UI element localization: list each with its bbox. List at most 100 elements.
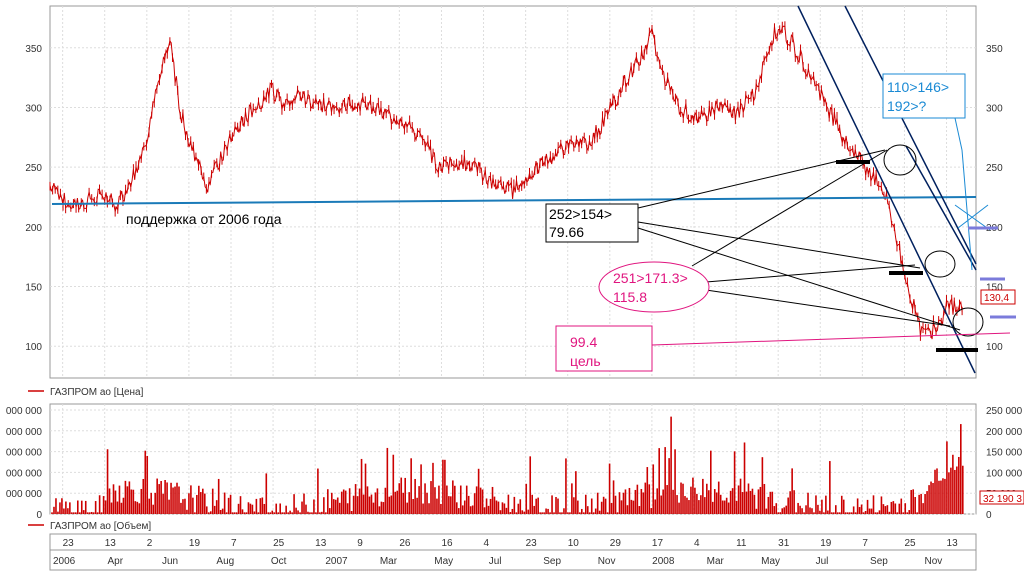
x-tick-day: 25	[273, 538, 285, 549]
volume-tick-left: 000 000	[6, 427, 43, 438]
volume-tick-left: 000 000	[6, 489, 43, 500]
x-tick-day: 25	[904, 538, 916, 549]
last-volume-label: 32 190 3	[983, 494, 1022, 505]
x-tick-day: 19	[189, 538, 201, 549]
x-tick-day: 10	[568, 538, 580, 549]
x-axis-band	[49, 533, 977, 571]
target-box-blue-line2: 192>?	[887, 98, 927, 114]
grid	[50, 6, 976, 515]
support-label: поддержка от 2006 года	[126, 211, 282, 227]
volume-tick-left: 000 000	[6, 406, 43, 417]
last-price-label: 130,4	[984, 293, 1009, 304]
x-tick-month: Sep	[870, 556, 888, 567]
price-axis-left: 100 150 200 250 300 350	[25, 44, 42, 353]
x-tick-month: Sep	[543, 556, 561, 567]
target-box-black	[545, 203, 639, 243]
price-tick-left: 350	[25, 44, 42, 55]
support-line	[51, 196, 977, 205]
price-tick-left: 250	[25, 163, 42, 174]
target-box-magenta-line1: 99.4	[570, 334, 597, 350]
x-tick-month: 2006	[53, 556, 76, 567]
price-tick-left: 300	[25, 103, 42, 114]
volume-tick-left: 0	[36, 510, 42, 521]
volume-tick-right: 150 000	[986, 448, 1023, 459]
x-tick-month: Jul	[816, 556, 829, 567]
x-tick-day: 17	[652, 538, 664, 549]
x-tick-day: 4	[694, 538, 700, 549]
price-bars	[49, 21, 963, 341]
x-tick-day: 7	[231, 538, 237, 549]
price-tick-right: 250	[986, 163, 1003, 174]
last-volume-box	[979, 490, 1024, 505]
price-tick-left: 150	[25, 283, 42, 294]
x-tick-day: 2	[147, 538, 153, 549]
x-tick-day: 31	[778, 538, 790, 549]
last-price-box	[980, 289, 1016, 305]
circle-marker-3	[952, 307, 984, 337]
x-tick-day: 4	[484, 538, 490, 549]
price-legend-label: ГАЗПРОМ ао [Цена]	[50, 387, 144, 398]
volume-bars	[51, 416, 964, 514]
x-tick-day: 16	[441, 538, 453, 549]
target-ellipse-magenta	[598, 261, 710, 313]
target-ellipse-magenta-line1: 251>171.3>	[613, 270, 688, 286]
target-box-blue-line1: 110>146>	[887, 79, 949, 95]
target-box-black-line1: 252>154>	[549, 206, 612, 222]
x-tick-month: Aug	[216, 556, 234, 567]
black-pointer-lines	[637, 149, 961, 331]
x-tick-day: 23	[526, 538, 538, 549]
circle-marker-2	[924, 250, 956, 278]
target-box-blue	[882, 73, 966, 119]
volume-legend-label: ГАЗПРОМ ао [Объем]	[50, 520, 151, 532]
x-tick-month: Oct	[271, 556, 287, 567]
x-tick-month: Mar	[707, 556, 725, 567]
x-tick-month: May	[761, 556, 780, 567]
x-tick-day: 13	[315, 538, 327, 549]
target-box-black-line2: 79.66	[549, 224, 584, 240]
x-tick-day: 26	[399, 538, 411, 549]
x-tick-day: 19	[820, 538, 832, 549]
circle-marker-1	[883, 144, 917, 176]
x-tick-day: 11	[736, 538, 747, 549]
x-tick-day: 23	[63, 538, 75, 549]
volume-axis-left: 0 000 000 000 000 000 000 000 000 000 000	[6, 406, 43, 521]
volume-tick-right: 0	[986, 510, 992, 521]
trend-line-3	[905, 145, 977, 271]
x-tick-day: 9	[357, 538, 363, 549]
x-tick-month: 2007	[325, 556, 348, 567]
x-tick-day: 13	[105, 538, 117, 549]
volume-tick-right: 100 000	[986, 468, 1023, 479]
price-tick-right: 100	[986, 342, 1003, 353]
x-tick-month: Apr	[107, 556, 123, 567]
x-tick-month: Nov	[925, 556, 943, 567]
x-axis-days: 23 13 2 19 7 25 13 9 26 16 4 23 10 29 17 4 11 31 19 7 25 13	[63, 538, 958, 549]
trend-line-1	[797, 5, 976, 374]
target-box-magenta-line2: цель	[570, 353, 601, 369]
x-tick-day: 29	[610, 538, 622, 549]
price-tick-left: 100	[25, 342, 42, 353]
price-tick-right: 300	[986, 103, 1003, 114]
magenta-target-line	[651, 332, 1011, 346]
x-tick-month: Jul	[489, 556, 502, 567]
volume-tick-left: 000 000	[6, 468, 43, 479]
price-tick-right: 150	[986, 283, 1003, 294]
x-tick-month: May	[434, 556, 453, 567]
price-tick-right: 350	[986, 44, 1003, 55]
x-tick-month: Mar	[380, 556, 398, 567]
volume-tick-right: 200 000	[986, 427, 1023, 438]
target-ellipse-magenta-line2: 115.8	[613, 289, 647, 305]
x-tick-month: 2008	[652, 556, 675, 567]
blue-pointer-lines	[954, 117, 991, 271]
x-tick-month: Jun	[162, 556, 178, 567]
trend-line-2	[844, 5, 977, 265]
target-box-magenta	[555, 325, 653, 372]
blue-level-marks	[968, 226, 1016, 319]
volume-tick-left: 000 000	[6, 448, 43, 459]
x-tick-day: 13	[947, 538, 959, 549]
x-axis-months: 2006 Apr Jun Aug Oct 2007 Mar May Jul Sep Nov 2008 M…	[53, 556, 942, 567]
x-tick-day: 7	[862, 538, 868, 549]
price-tick-left: 200	[25, 223, 42, 234]
volume-tick-right: 250 000	[986, 406, 1023, 417]
